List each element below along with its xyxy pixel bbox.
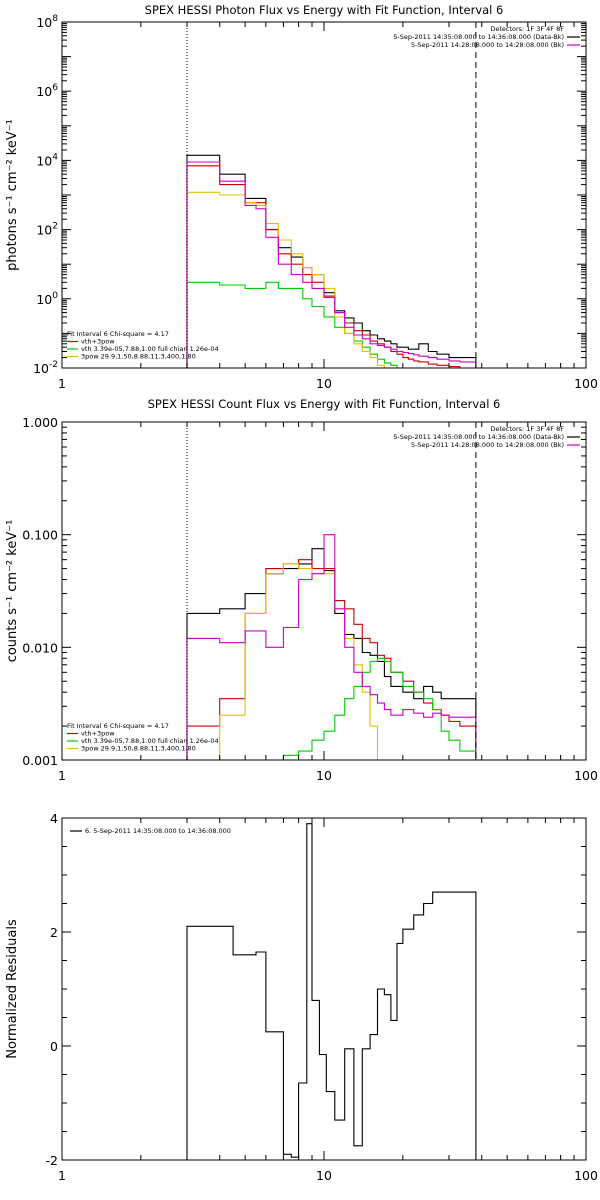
header-line: Detectors: 1F 3F 4F 8F <box>490 25 564 33</box>
y-tick-label: -2 <box>46 1153 58 1168</box>
header-line: Detectors: 1F 3F 4F 8F <box>490 425 564 433</box>
y-tick-label: 102 <box>36 222 58 238</box>
x-tick-label: 1 <box>58 1168 66 1183</box>
y-tick-label: 4 <box>50 811 58 826</box>
y-axis-label: counts s⁻¹ cm⁻² keV⁻¹ <box>5 520 20 663</box>
y-tick-label: 0.001 <box>22 753 58 768</box>
series-line-4 <box>186 161 477 368</box>
x-tick-label: 1 <box>58 768 66 783</box>
series-group <box>186 823 477 1160</box>
header-line: 5-Sep-2011 14:28:08.000 to 14:28:08.000 … <box>411 41 564 49</box>
chart-title: SPEX HESSI Count Flux vs Energy with Fit… <box>148 397 501 411</box>
y-tick-label: 0 <box>50 1039 58 1054</box>
legend-entry: 3pow 29.9,1.50,8.88,11.3,400,1.80 <box>81 745 196 753</box>
x-tick-label: 100 <box>574 1168 598 1183</box>
series-line-2 <box>186 281 476 368</box>
series-line-3 <box>186 191 476 368</box>
header-line: 5-Sep-2011 14:35:08.000 to 14:36:08.000 … <box>393 33 564 41</box>
legend-entry: 6. 5-Sep-2011 14:35:08.000 to 14:36:08.0… <box>85 827 231 835</box>
y-tick-label: 0.100 <box>22 528 58 543</box>
legend-entry: vth 3.39e-05,7.88,1.00 full chian 1.26e-… <box>81 345 219 353</box>
legend-entry: 3pow 29.9,1.50,8.88,11.3,400,1.80 <box>81 353 196 361</box>
series-line-1 <box>186 165 476 368</box>
series-line-0 <box>186 154 477 368</box>
y-tick-label: 100 <box>36 291 58 307</box>
header-line: 5-Sep-2011 14:28:08.000 to 14:28:08.000 … <box>411 441 564 449</box>
header-line: 5-Sep-2011 14:35:08.000 to 14:36:08.000 … <box>393 433 564 441</box>
series-line-2 <box>187 657 477 760</box>
plot-frame <box>61 817 587 1161</box>
series-line-0 <box>186 823 477 1160</box>
residuals-panel: 1 10 100 -2 0 2 4 Normalized Residuals 6. 5-Sep-… <box>5 811 598 1183</box>
x-tick-label: 10 <box>316 376 332 391</box>
series-line-4 <box>186 534 477 760</box>
legend-entry: vth+3pow <box>81 730 115 738</box>
legend-title: Fit Interval 6 Chi-square = 4.17 <box>67 722 169 730</box>
x-tick-label: 100 <box>574 376 598 391</box>
photon-flux-panel: SPEX HESSI Photon Flux vs Energy with Fi… <box>5 3 598 391</box>
x-tick-label: 100 <box>574 768 598 783</box>
x-tick-label: 1 <box>58 376 66 391</box>
legend-entry: vth+3pow <box>81 338 115 346</box>
series-line-3 <box>187 563 476 760</box>
y-axis-label: Normalized Residuals <box>5 919 20 1059</box>
y-axis-label: photons s⁻¹ cm⁻² keV⁻¹ <box>5 119 20 271</box>
y-tick-label: 1.000 <box>22 415 58 430</box>
y-tick-label: 108 <box>36 14 58 30</box>
series-group <box>186 154 477 368</box>
y-tick-label: 10-2 <box>33 360 58 376</box>
x-tick-label: 10 <box>316 768 332 783</box>
series-group <box>186 534 477 760</box>
chart-title: SPEX HESSI Photon Flux vs Energy with Fi… <box>145 3 504 17</box>
legend-entry: vth 3.39e-05,7.88,1.00 full chian 1.26e-… <box>81 737 219 745</box>
series-line-0 <box>186 548 477 760</box>
x-tick-label: 10 <box>316 1168 332 1183</box>
legend-title: Fit Interval 6 Chi-square = 4.17 <box>67 330 169 338</box>
count-flux-panel: SPEX HESSI Count Flux vs Energy with Fit… <box>5 397 598 783</box>
y-tick-label: 104 <box>36 152 58 168</box>
series-line-1 <box>186 559 477 760</box>
y-tick-label: 2 <box>50 925 58 940</box>
y-tick-label: 106 <box>36 83 58 99</box>
plot-frame <box>61 421 587 761</box>
y-tick-label: 0.010 <box>22 640 58 655</box>
